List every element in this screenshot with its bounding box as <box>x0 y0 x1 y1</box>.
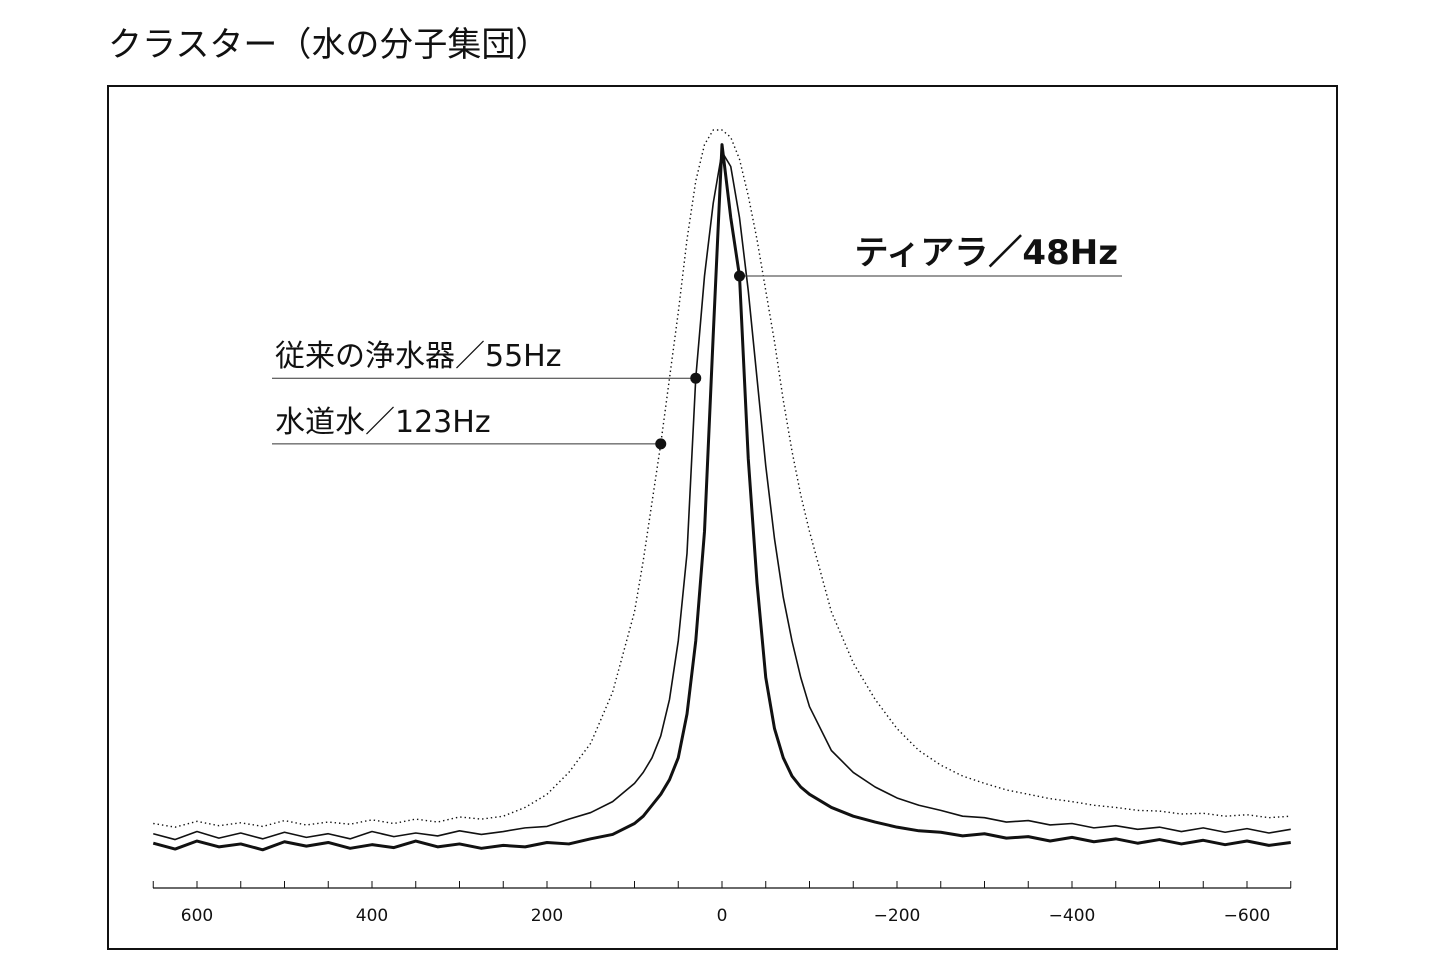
series-label: ティアラ／48Hz <box>854 233 1118 273</box>
series-line <box>152 143 1291 852</box>
x-tick-label: −400 <box>1049 906 1096 926</box>
series-line <box>153 129 1291 828</box>
callout-dot <box>655 438 667 450</box>
chart-title: クラスター（水の分子集団） <box>108 25 549 65</box>
x-tick-label: 0 <box>717 906 728 926</box>
x-tick-label: −200 <box>874 906 921 926</box>
x-tick-label: 200 <box>531 906 563 926</box>
series-label: 従来の浄水器／55Hz <box>275 339 561 374</box>
series-line <box>153 151 1291 841</box>
plot-frame <box>107 85 1338 950</box>
callout-dot <box>734 270 745 282</box>
callout-dot <box>690 372 702 384</box>
x-tick-label: 400 <box>356 906 388 926</box>
series-label: 水道水／123Hz <box>275 405 491 440</box>
x-tick-label: 600 <box>181 906 213 926</box>
x-tick-label: −600 <box>1224 906 1271 926</box>
